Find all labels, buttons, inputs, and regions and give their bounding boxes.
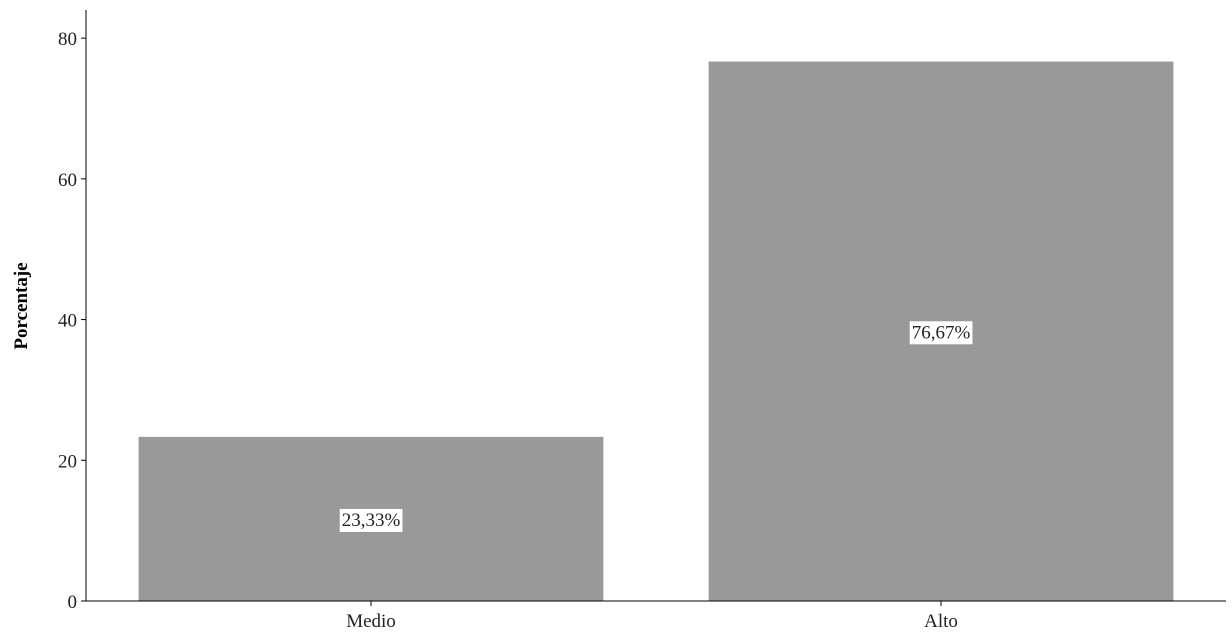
data-label-medio: 23,33% — [339, 508, 403, 532]
x-tick-label: Alto — [924, 611, 958, 632]
y-tick-label: 80 — [58, 29, 77, 50]
data-label-alto: 76,67% — [909, 321, 973, 345]
data-label-text: 76,67% — [912, 322, 971, 343]
y-axis-title: Porcentaje — [11, 262, 32, 349]
x-ticks-layer: Medio Alto — [346, 601, 958, 632]
data-label-box — [909, 321, 973, 345]
y-tick-label: 40 — [58, 311, 77, 332]
data-label-text: 23,33% — [342, 510, 401, 531]
y-tick-label: 20 — [58, 451, 77, 472]
data-label-box — [339, 508, 403, 532]
y-ticks-layer: 0 20 40 60 80 — [58, 29, 86, 613]
data-labels-layer: 23,33% 76,67% — [339, 321, 973, 532]
y-tick-label: 0 — [68, 592, 78, 613]
x-tick-label: Medio — [346, 611, 396, 632]
y-tick-label: 60 — [58, 170, 77, 191]
bars-layer — [138, 61, 1174, 602]
